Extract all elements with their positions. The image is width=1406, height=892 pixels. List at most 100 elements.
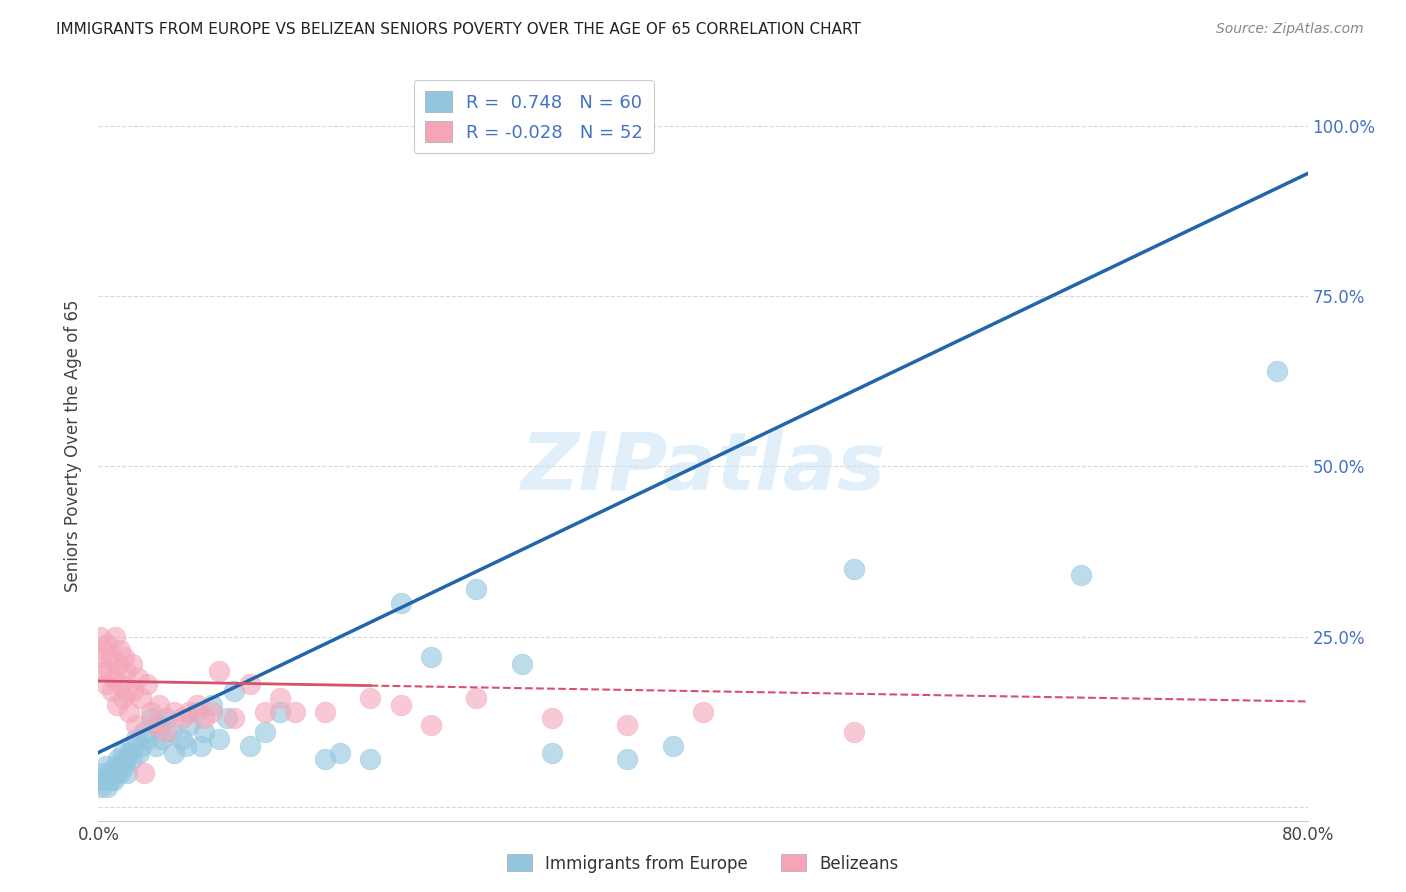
Point: [141, 711, 163, 725]
Point: [661, 739, 683, 753]
Point: [90, 780, 112, 794]
Y-axis label: Seniors Poverty Over the Age of 65: Seniors Poverty Over the Age of 65: [65, 300, 83, 592]
Point: [239, 739, 262, 753]
Point: [540, 711, 562, 725]
Point: [174, 739, 197, 753]
Point: [314, 752, 336, 766]
Point: [107, 657, 129, 671]
Point: [94, 677, 117, 691]
Point: [616, 718, 638, 732]
Point: [129, 739, 152, 753]
Point: [93, 772, 115, 787]
Point: [125, 731, 148, 746]
Point: [201, 698, 224, 712]
Text: ZIPatlas: ZIPatlas: [520, 429, 886, 508]
Point: [253, 725, 276, 739]
Point: [129, 691, 152, 706]
Point: [118, 746, 141, 760]
Point: [135, 731, 157, 746]
Point: [284, 705, 307, 719]
Point: [170, 731, 193, 746]
Point: [155, 725, 177, 739]
Text: IMMIGRANTS FROM EUROPE VS BELIZEAN SENIORS POVERTY OVER THE AGE OF 65 CORRELATIO: IMMIGRANTS FROM EUROPE VS BELIZEAN SENIO…: [56, 22, 860, 37]
Point: [540, 746, 562, 760]
Point: [186, 698, 208, 712]
Point: [179, 705, 201, 719]
Point: [163, 746, 186, 760]
Point: [122, 684, 145, 698]
Point: [104, 759, 127, 773]
Point: [163, 705, 186, 719]
Point: [101, 684, 124, 698]
Point: [170, 711, 193, 725]
Legend: Immigrants from Europe, Belizeans: Immigrants from Europe, Belizeans: [501, 847, 905, 880]
Point: [112, 650, 135, 665]
Point: [93, 643, 115, 657]
Point: [110, 677, 132, 691]
Point: [148, 718, 170, 732]
Point: [314, 705, 336, 719]
Point: [108, 643, 131, 657]
Text: Source: ZipAtlas.com: Source: ZipAtlas.com: [1216, 22, 1364, 37]
Point: [105, 698, 128, 712]
Point: [190, 739, 212, 753]
Point: [193, 711, 215, 725]
Point: [239, 677, 262, 691]
Point: [127, 671, 149, 685]
Point: [208, 731, 231, 746]
Point: [108, 766, 131, 780]
Point: [122, 739, 145, 753]
Point: [193, 725, 215, 739]
Point: [329, 746, 352, 760]
Point: [160, 725, 183, 739]
Point: [201, 705, 224, 719]
Point: [269, 691, 291, 706]
Point: [103, 671, 125, 685]
Point: [224, 684, 246, 698]
Point: [111, 746, 134, 760]
Point: [132, 725, 155, 739]
Point: [100, 772, 122, 787]
Point: [105, 766, 128, 780]
Point: [253, 705, 276, 719]
Point: [101, 766, 124, 780]
Point: [89, 772, 111, 787]
Point: [179, 718, 201, 732]
Point: [112, 759, 135, 773]
Point: [692, 705, 714, 719]
Point: [208, 664, 231, 678]
Point: [121, 752, 143, 766]
Point: [145, 739, 167, 753]
Point: [150, 731, 173, 746]
Point: [96, 636, 118, 650]
Point: [115, 684, 138, 698]
Point: [360, 691, 382, 706]
Point: [110, 759, 132, 773]
Point: [89, 630, 111, 644]
Point: [145, 718, 167, 732]
Point: [91, 766, 114, 780]
Point: [844, 725, 866, 739]
Point: [100, 650, 122, 665]
Point: [465, 691, 488, 706]
Point: [98, 766, 121, 780]
Point: [114, 664, 136, 678]
Point: [1070, 568, 1092, 582]
Point: [215, 711, 238, 725]
Point: [104, 630, 127, 644]
Point: [616, 752, 638, 766]
Point: [98, 664, 121, 678]
Point: [94, 759, 117, 773]
Point: [125, 718, 148, 732]
Point: [103, 772, 125, 787]
Point: [121, 657, 143, 671]
Point: [90, 650, 112, 665]
Point: [420, 650, 443, 665]
Point: [141, 705, 163, 719]
Point: [389, 596, 412, 610]
Point: [510, 657, 533, 671]
Point: [389, 698, 412, 712]
Point: [148, 698, 170, 712]
Point: [118, 705, 141, 719]
Point: [224, 711, 246, 725]
